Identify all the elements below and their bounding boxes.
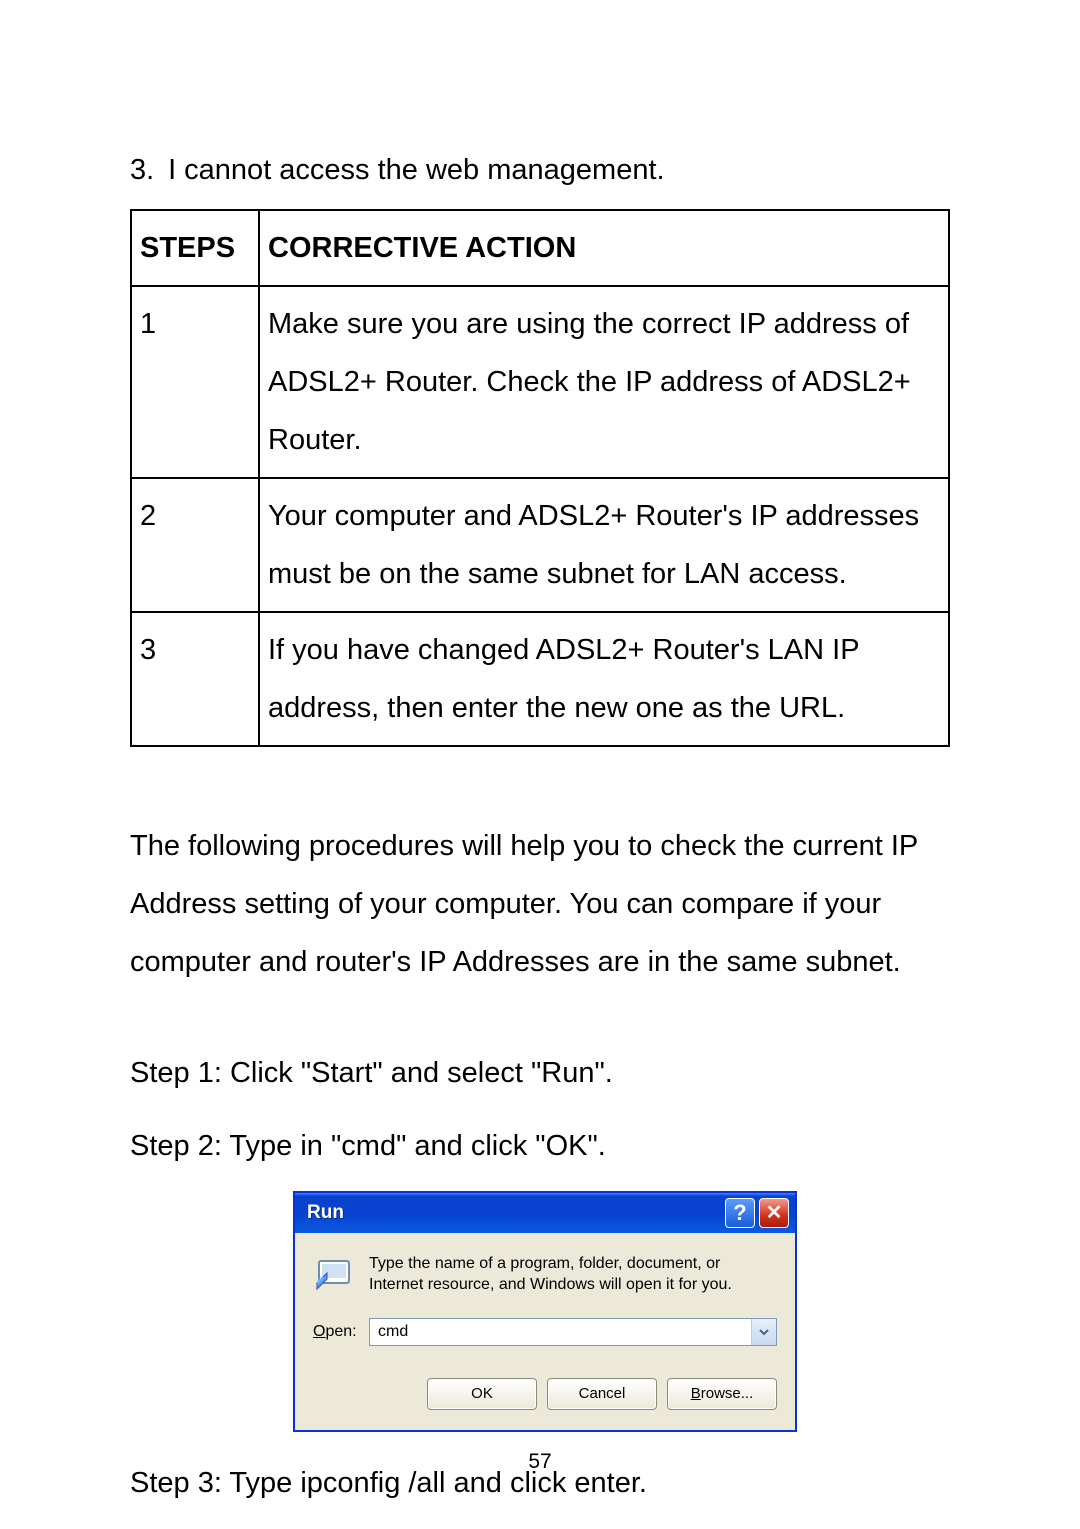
run-dialog-titlebar: Run ? ✕ (295, 1193, 795, 1233)
help-icon: ? (733, 1200, 746, 1226)
combobox-dropdown-button[interactable] (751, 1319, 776, 1345)
table-header-steps: STEPS (131, 210, 259, 286)
step-cell: 3 (131, 612, 259, 746)
step-cell: 1 (131, 286, 259, 478)
close-button[interactable]: ✕ (759, 1198, 789, 1228)
open-combobox[interactable]: cmd (369, 1318, 777, 1346)
heading-number: 3. (130, 150, 160, 191)
action-cell: Make sure you are using the correct IP a… (259, 286, 949, 478)
run-dialog: Run ? ✕ Type the name of a program, fol (294, 1192, 796, 1431)
action-cell: Your computer and ADSL2+ Router's IP add… (259, 478, 949, 612)
run-dialog-body: Type the name of a program, folder, docu… (295, 1233, 795, 1430)
action-cell: If you have changed ADSL2+ Router's LAN … (259, 612, 949, 746)
chevron-down-icon (758, 1326, 770, 1338)
table-row: 2 Your computer and ADSL2+ Router's IP a… (131, 478, 949, 612)
table-header-action: CORRECTIVE ACTION (259, 210, 949, 286)
section-heading: 3. I cannot access the web management. (130, 150, 960, 191)
run-dialog-title: Run (307, 1202, 721, 1224)
page-number: 57 (0, 1450, 1080, 1474)
open-input-value[interactable]: cmd (370, 1319, 751, 1345)
run-program-icon (313, 1253, 355, 1291)
help-button[interactable]: ? (725, 1198, 755, 1228)
close-icon: ✕ (766, 1200, 783, 1225)
step-cell: 2 (131, 478, 259, 612)
table-row: 1 Make sure you are using the correct IP… (131, 286, 949, 478)
open-label: Open: (313, 1323, 369, 1341)
cancel-button[interactable]: Cancel (547, 1378, 657, 1410)
step-2-text: Step 2: Type in "cmd" and click "OK". (130, 1119, 960, 1174)
table-row: 3 If you have changed ADSL2+ Router's LA… (131, 612, 949, 746)
corrective-action-table: STEPS CORRECTIVE ACTION 1 Make sure you … (130, 209, 950, 747)
step-1-text: Step 1: Click "Start" and select "Run". (130, 1046, 960, 1101)
ok-button[interactable]: OK (427, 1378, 537, 1410)
dialog-button-row: OK Cancel Browse... (313, 1378, 777, 1410)
explanatory-paragraph: The following procedures will help you t… (130, 817, 960, 991)
heading-text: I cannot access the web management. (168, 154, 665, 186)
run-dialog-description: Type the name of a program, folder, docu… (369, 1253, 777, 1296)
browse-button[interactable]: Browse... (667, 1378, 777, 1410)
